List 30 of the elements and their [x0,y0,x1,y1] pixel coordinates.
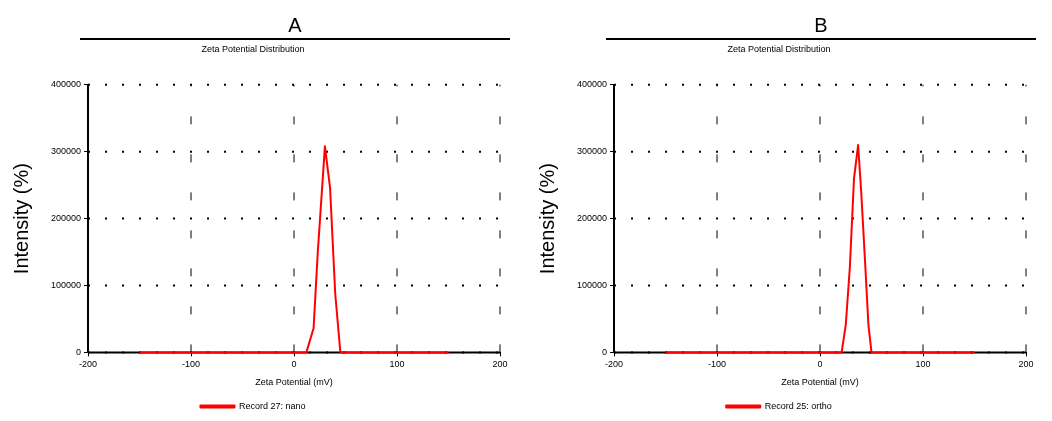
x-tick-label: 0 [291,359,297,370]
x-tick-label: -100 [708,359,727,370]
y-tick-label: 400000 [576,79,608,90]
y-axis-title: Intensity (%) [535,163,558,275]
y-tick-label: 100000 [50,279,82,290]
y-tick-label: 400000 [50,79,82,90]
x-tick-label: 200 [1018,359,1034,370]
y-tick-label: 200000 [576,213,608,224]
chart-subtitle: Zeta Potential Distribution [727,43,831,54]
x-tick-label: 200 [492,359,508,370]
y-tick-label: 300000 [50,146,82,157]
chart-subtitle: Zeta Potential Distribution [201,43,305,54]
legend-label: Record 27: nano [238,400,306,411]
chart-title: B [606,14,1036,40]
x-tick-label: 100 [389,359,405,370]
x-tick-label: -200 [605,359,624,370]
x-axis-title: Zeta Potential (mV) [781,377,859,388]
y-tick-label: 0 [76,346,82,357]
y-axis-title: Intensity (%) [9,163,32,275]
y-tick-label: 300000 [576,146,608,157]
x-tick-label: 100 [915,359,931,370]
y-tick-label: 200000 [50,213,82,224]
chart-title: A [80,14,510,40]
y-tick-label: 100000 [576,279,608,290]
y-tick-label: 0 [602,346,608,357]
x-tick-label: -200 [79,359,98,370]
x-tick-label: -100 [182,359,201,370]
x-axis-title: Zeta Potential (mV) [255,377,333,388]
legend-label: Record 25: ortho [764,400,832,411]
x-tick-label: 0 [817,359,823,370]
